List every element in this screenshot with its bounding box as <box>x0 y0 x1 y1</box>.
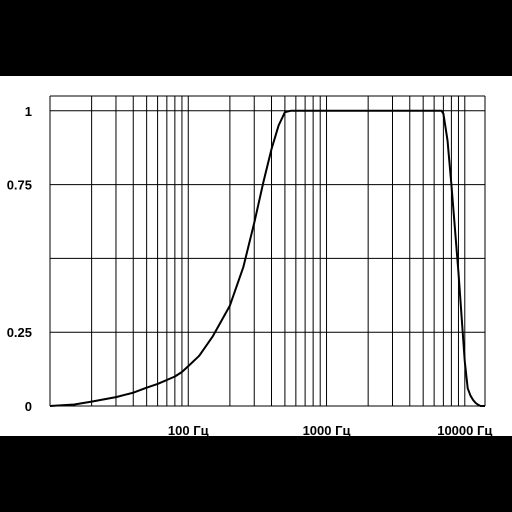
y-tick-label: 0.25 <box>7 325 32 340</box>
response-curve <box>49 109 485 407</box>
grid <box>49 95 486 407</box>
y-tick-labels: 0 0.25 0.75 1 <box>7 104 32 414</box>
x-tick-label: 100 Гц <box>168 423 209 438</box>
x-tick-labels: 100 Гц 1000 Гц 10000 Гц <box>168 423 492 438</box>
y-tick-label: 1 <box>25 104 32 119</box>
y-tick-label: 0 <box>25 399 32 414</box>
x-tick-label: 10000 Гц <box>437 423 492 438</box>
x-tick-label: 1000 Гц <box>303 423 351 438</box>
curve-layer <box>49 109 485 407</box>
plot-panel <box>0 76 512 436</box>
y-tick-label: 0.75 <box>7 178 32 193</box>
